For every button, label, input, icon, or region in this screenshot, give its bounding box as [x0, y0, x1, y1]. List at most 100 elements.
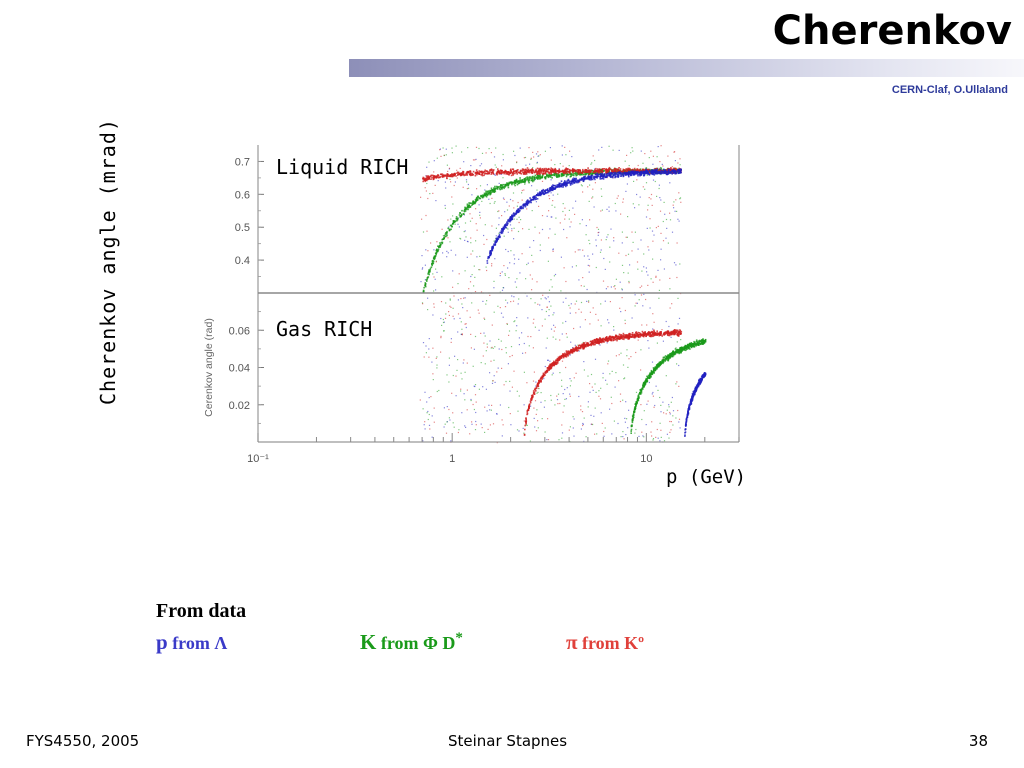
noise-point — [511, 354, 513, 357]
data-point — [669, 353, 671, 355]
noise-point — [650, 193, 653, 196]
noise-point — [603, 435, 605, 437]
noise-point — [593, 206, 595, 208]
data-point — [671, 173, 673, 175]
noise-point — [536, 409, 538, 411]
noise-point — [671, 231, 674, 233]
noise-point — [554, 273, 557, 276]
data-point — [511, 218, 514, 221]
noise-point — [474, 394, 477, 396]
data-point — [584, 175, 587, 178]
noise-point — [469, 220, 472, 222]
data-point — [577, 169, 579, 171]
data-point — [487, 170, 489, 173]
noise-point — [525, 164, 527, 166]
data-point — [455, 216, 458, 218]
data-point — [656, 168, 658, 171]
noise-point — [595, 391, 597, 393]
noise-point — [526, 295, 528, 297]
data-point — [539, 175, 541, 178]
noise-point — [443, 330, 445, 332]
data-point — [664, 357, 667, 360]
noise-point — [605, 239, 607, 241]
data-point — [639, 392, 641, 394]
noise-point — [619, 281, 621, 283]
noise-point — [453, 318, 455, 320]
noise-point — [454, 181, 456, 183]
noise-point — [517, 201, 519, 204]
data-point — [556, 186, 558, 188]
data-point — [674, 171, 677, 173]
noise-point — [489, 340, 491, 342]
data-point — [481, 173, 483, 176]
noise-point — [667, 155, 669, 157]
data-point — [625, 174, 627, 176]
noise-point — [608, 206, 610, 208]
data-point — [630, 173, 632, 175]
data-point — [666, 357, 669, 360]
noise-point — [450, 440, 452, 442]
noise-point — [553, 324, 555, 326]
data-point — [625, 169, 628, 171]
noise-point — [559, 372, 561, 374]
noise-point — [453, 295, 455, 297]
noise-point — [495, 147, 497, 149]
noise-point — [670, 336, 672, 338]
noise-point — [678, 220, 680, 222]
data-point — [532, 170, 535, 172]
data-point — [458, 214, 461, 216]
data-point — [449, 174, 452, 176]
data-point — [448, 228, 451, 231]
data-point — [677, 329, 679, 332]
data-point — [566, 174, 568, 176]
data-point — [655, 169, 657, 171]
data-point — [502, 226, 505, 229]
data-point — [548, 168, 550, 170]
noise-point — [669, 307, 671, 309]
noise-point — [675, 417, 677, 419]
y-tick-label: 0.6 — [235, 189, 250, 201]
noise-point — [640, 369, 642, 371]
data-point — [490, 173, 492, 175]
data-point — [455, 217, 458, 220]
data-point — [544, 170, 546, 173]
data-point — [514, 182, 517, 184]
noise-point — [648, 347, 650, 349]
data-point — [605, 168, 607, 170]
noise-point — [505, 248, 507, 251]
noise-point — [491, 346, 493, 348]
noise-point — [652, 258, 654, 260]
noise-point — [658, 289, 660, 291]
noise-point — [530, 336, 532, 338]
noise-point — [674, 210, 676, 212]
noise-point — [433, 276, 435, 278]
noise-point — [429, 193, 431, 195]
data-point — [481, 172, 484, 175]
data-point — [527, 202, 530, 205]
data-point — [537, 169, 540, 172]
data-point — [533, 171, 536, 174]
data-point — [640, 389, 643, 391]
data-point — [634, 169, 637, 172]
noise-point — [552, 248, 554, 250]
noise-point — [469, 433, 471, 435]
noise-point — [573, 418, 575, 420]
noise-point — [459, 317, 461, 319]
noise-point — [478, 204, 480, 206]
noise-point — [514, 320, 516, 322]
data-point — [518, 181, 521, 183]
data-point — [552, 188, 554, 190]
noise-point — [505, 299, 507, 301]
noise-point — [489, 409, 491, 411]
noise-point — [588, 265, 591, 267]
noise-point — [519, 147, 521, 149]
data-point — [650, 335, 652, 338]
noise-point — [629, 264, 631, 266]
noise-point — [642, 305, 644, 307]
data-point — [602, 178, 605, 180]
data-point — [571, 179, 574, 181]
data-point — [563, 172, 565, 175]
noise-point — [597, 228, 600, 230]
noise-point — [639, 196, 641, 198]
data-point — [426, 178, 429, 181]
